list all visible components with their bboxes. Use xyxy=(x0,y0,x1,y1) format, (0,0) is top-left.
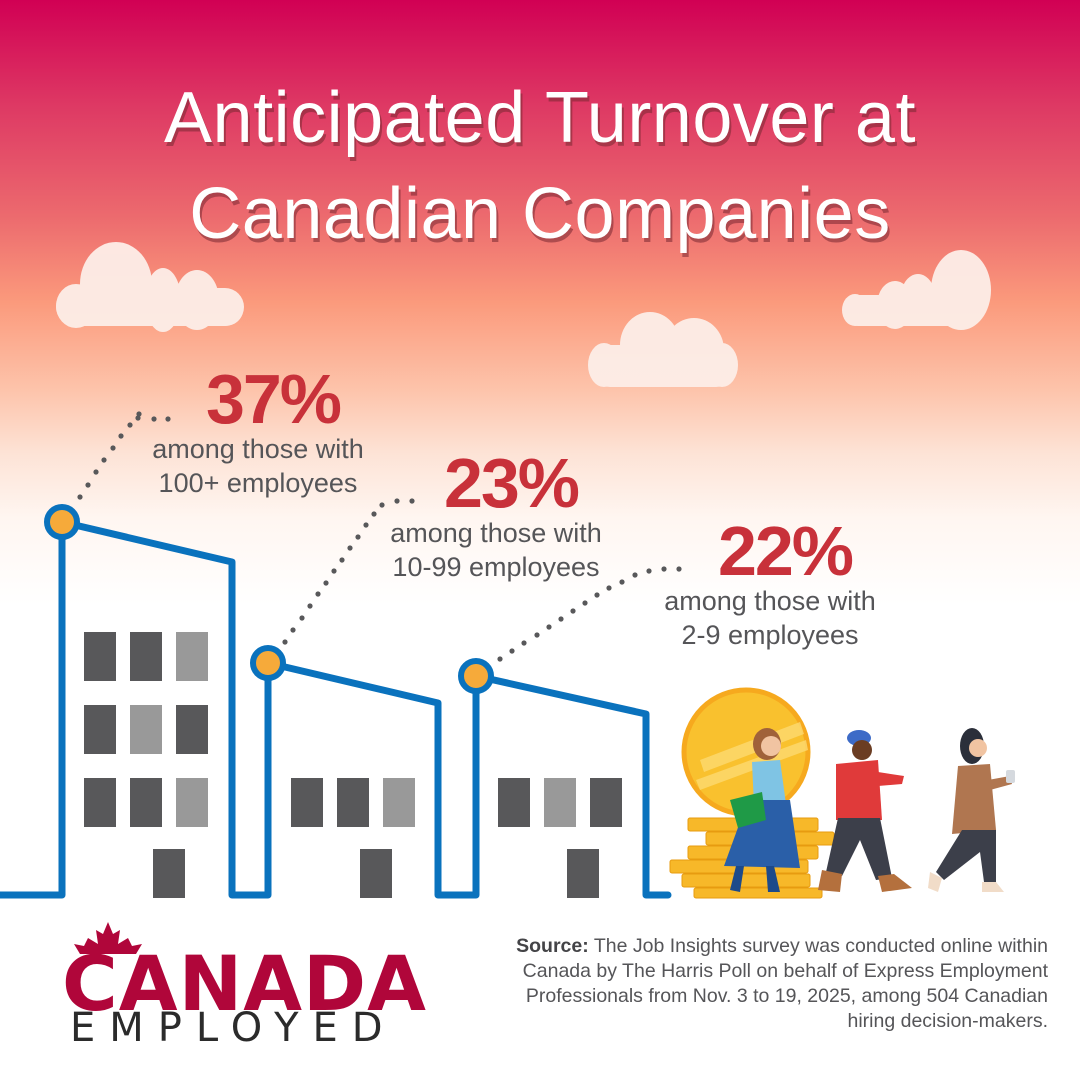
stat-desc-line-2: 2-9 employees xyxy=(681,620,859,650)
dotted-leader-lines xyxy=(77,411,682,662)
stat-callout-100plus: 37% among those with 100+ employees xyxy=(142,360,374,500)
leader-dots-2 xyxy=(282,498,415,645)
stat-value: 23% xyxy=(443,444,580,522)
building-1-windows xyxy=(84,632,208,898)
title-line-1: Anticipated Turnover at xyxy=(164,78,916,158)
logo-wordmark-canada: CANADA xyxy=(62,939,427,1028)
stat-callout-10-99: 23% among those with 10-99 employees xyxy=(380,444,612,584)
walking-woman-1-icon xyxy=(724,728,800,892)
cloud-right xyxy=(842,250,991,330)
stat-value: 37% xyxy=(205,360,342,438)
stat-desc-line-1: among those with xyxy=(390,518,602,548)
building-1-door xyxy=(153,849,185,898)
stat-desc-line-2: 100+ employees xyxy=(158,468,358,498)
source-text: The Job Insights survey was conducted on… xyxy=(522,935,1048,1032)
title-line-2: Canadian Companies xyxy=(189,174,891,254)
canada-employed-logo: CANADA EMPLOYED xyxy=(62,918,442,1051)
walking-woman-2-icon xyxy=(928,728,1015,892)
logo-wordmark-employed: EMPLOYED xyxy=(70,1005,397,1051)
building-2-windows xyxy=(291,778,415,898)
cloud-left xyxy=(56,242,244,332)
leader-dots-3 xyxy=(497,566,682,662)
building-2-door xyxy=(360,849,392,898)
building-3-door xyxy=(567,849,599,898)
stat-desc-line-2: 10-99 employees xyxy=(392,552,600,582)
source-note: Source: The Job Insights survey was cond… xyxy=(488,934,1048,1034)
maple-leaf-icon xyxy=(74,922,142,954)
cloud-icon xyxy=(56,242,991,387)
walking-man-icon xyxy=(818,730,912,892)
stat-callout-2-9: 22% among those with 2-9 employees xyxy=(654,512,886,652)
rooftop-marker-icons xyxy=(44,504,494,694)
page-title: Anticipated Turnover at Canadian Compani… xyxy=(0,70,1080,262)
stat-value: 22% xyxy=(717,512,854,590)
stat-desc-line-1: among those with xyxy=(664,586,876,616)
cloud-middle xyxy=(588,312,738,387)
buildings-outline xyxy=(0,518,672,899)
leader-dots-1 xyxy=(77,411,171,500)
coin-stack-icon xyxy=(669,687,835,899)
building-3-windows xyxy=(498,778,622,898)
stat-desc-line-1: among those with xyxy=(152,434,364,464)
source-label: Source: xyxy=(516,935,589,957)
